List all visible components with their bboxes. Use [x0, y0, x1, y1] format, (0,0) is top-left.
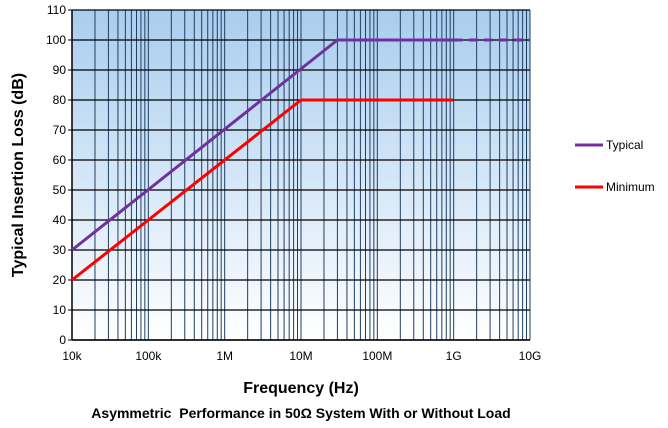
y-tick-label: 70	[53, 123, 67, 137]
series-line-typical	[71, 38, 454, 252]
legend-label-typical: Typical	[606, 138, 643, 152]
y-tick-label: 0	[59, 333, 66, 347]
y-tick-label: 50	[53, 183, 67, 197]
x-axis-title: Frequency (Hz)	[243, 380, 359, 397]
y-tick-label: 10	[53, 303, 67, 317]
grid-lines	[71, 9, 531, 341]
x-tick-label: 1M	[216, 349, 233, 363]
x-tick-label: 100M	[362, 349, 392, 363]
x-tick-label: 10k	[62, 349, 82, 363]
x-tick-label: 10G	[519, 349, 542, 363]
y-tick-label: 40	[53, 213, 67, 227]
y-tick-label: 80	[53, 93, 67, 107]
chart-caption: Asymmetric Performance in 50Ω System Wit…	[91, 405, 510, 421]
x-tick-label: 100k	[135, 349, 162, 363]
series-line-minimum	[71, 98, 454, 282]
y-tick-label: 20	[53, 273, 67, 287]
y-tick-label: 30	[53, 243, 67, 257]
legend-label-minimum: Minimum	[606, 180, 655, 194]
y-tick-label: 60	[53, 153, 67, 167]
x-tick-label: 1G	[446, 349, 462, 363]
legend: Typical Minimum	[575, 138, 655, 194]
x-tick-label: 10M	[289, 349, 312, 363]
tick-labels: 0 10 20 30 40 50 60 70 80 90 100 110 10k 100k 1M 10M 100…	[46, 3, 541, 363]
series-lines	[71, 38, 530, 282]
y-tick-label: 90	[53, 63, 67, 77]
y-axis-title: Typical Insertion Loss (dB)	[10, 73, 27, 277]
y-tick-label: 100	[46, 33, 66, 47]
y-tick-label: 110	[47, 3, 66, 17]
